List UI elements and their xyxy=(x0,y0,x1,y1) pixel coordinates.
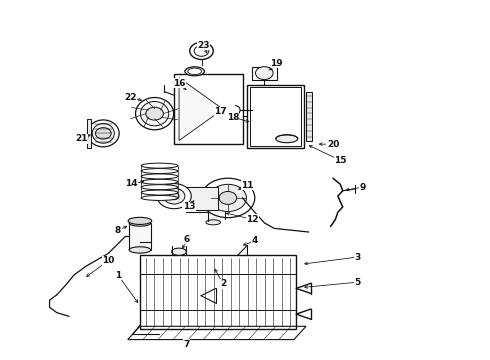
Text: 4: 4 xyxy=(251,237,258,246)
Text: 22: 22 xyxy=(124,93,136,102)
Text: 2: 2 xyxy=(220,279,226,288)
Text: 1: 1 xyxy=(115,270,121,279)
Ellipse shape xyxy=(172,248,186,255)
Polygon shape xyxy=(179,78,223,140)
Text: 16: 16 xyxy=(173,79,185,88)
Text: 18: 18 xyxy=(226,113,239,122)
Ellipse shape xyxy=(276,135,298,143)
Text: 21: 21 xyxy=(75,134,88,143)
Text: 5: 5 xyxy=(354,278,361,287)
Ellipse shape xyxy=(128,217,152,224)
Text: 11: 11 xyxy=(241,181,254,190)
Bar xyxy=(247,85,304,148)
Ellipse shape xyxy=(129,247,151,253)
Ellipse shape xyxy=(141,195,178,201)
Text: 15: 15 xyxy=(334,156,346,165)
Text: 12: 12 xyxy=(246,215,259,224)
Text: 20: 20 xyxy=(327,140,339,149)
Text: 10: 10 xyxy=(102,256,114,265)
Circle shape xyxy=(209,184,246,212)
Ellipse shape xyxy=(87,120,119,147)
Circle shape xyxy=(157,184,191,209)
Bar xyxy=(252,67,276,80)
Bar xyxy=(129,223,151,250)
Text: 9: 9 xyxy=(359,183,366,192)
Text: 23: 23 xyxy=(197,41,210,50)
Ellipse shape xyxy=(141,185,178,190)
Bar xyxy=(186,187,218,211)
Circle shape xyxy=(190,42,213,59)
Ellipse shape xyxy=(141,174,178,179)
Text: 14: 14 xyxy=(125,179,138,188)
Circle shape xyxy=(146,107,163,120)
Circle shape xyxy=(219,192,237,204)
Ellipse shape xyxy=(206,220,220,225)
Bar xyxy=(87,119,91,148)
Ellipse shape xyxy=(141,168,178,174)
Ellipse shape xyxy=(129,220,151,226)
Bar xyxy=(140,255,296,329)
Ellipse shape xyxy=(188,68,201,75)
Circle shape xyxy=(201,178,255,218)
Ellipse shape xyxy=(141,163,178,168)
Ellipse shape xyxy=(141,190,178,195)
Bar xyxy=(306,92,312,140)
Circle shape xyxy=(169,193,179,200)
Ellipse shape xyxy=(136,98,173,130)
Text: 8: 8 xyxy=(115,226,121,235)
Circle shape xyxy=(96,128,111,139)
Text: 19: 19 xyxy=(270,59,283,68)
Circle shape xyxy=(255,67,273,80)
Text: 13: 13 xyxy=(183,202,195,211)
Ellipse shape xyxy=(92,123,114,143)
Bar xyxy=(174,74,243,144)
Text: 7: 7 xyxy=(183,340,190,349)
Bar xyxy=(186,187,240,212)
Ellipse shape xyxy=(141,179,178,184)
Text: 3: 3 xyxy=(354,253,361,262)
Ellipse shape xyxy=(185,67,204,76)
Circle shape xyxy=(163,188,185,204)
Text: 17: 17 xyxy=(214,107,227,116)
Bar xyxy=(250,87,301,146)
Ellipse shape xyxy=(141,102,169,126)
Text: 6: 6 xyxy=(183,235,190,244)
